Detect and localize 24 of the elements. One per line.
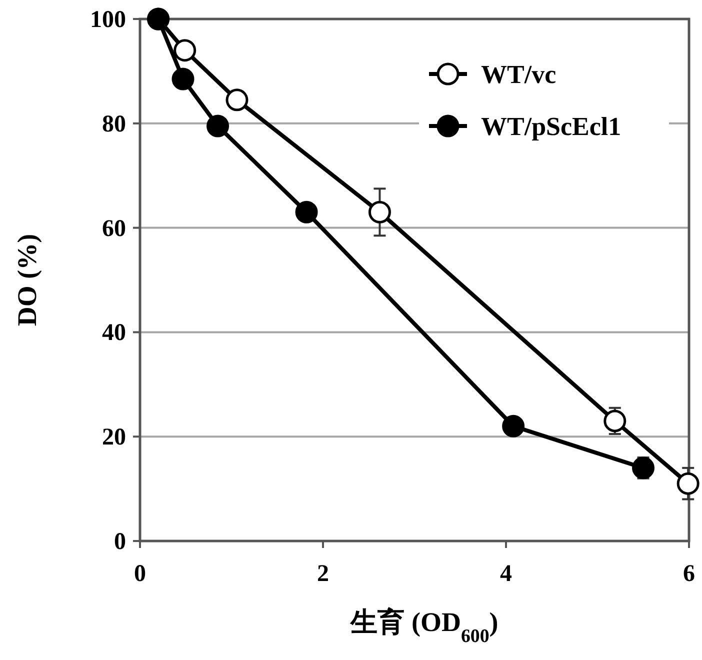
- point: [226, 88, 248, 112]
- y-tick-label: 80: [102, 111, 126, 138]
- legend-label: WT/pScEcl1: [481, 112, 622, 141]
- x-tick-label: 4: [500, 561, 512, 587]
- point: [174, 39, 196, 62]
- point: [604, 410, 626, 432]
- point: [502, 414, 525, 438]
- y-tick-label: 100: [90, 7, 126, 33]
- x-axis-title: 生育 (OD$_{600}$): [350, 607, 498, 646]
- x-tick-label: 0: [134, 561, 146, 587]
- point: [632, 456, 654, 480]
- point: [676, 472, 700, 495]
- y-axis-title: DO (%): [12, 234, 42, 326]
- x-tick-label: 6: [683, 561, 695, 587]
- x-tick-label: 2: [317, 561, 329, 587]
- y-tick-label: 40: [102, 320, 126, 346]
- point: [172, 68, 194, 90]
- legend-label: WT/vc: [481, 60, 556, 89]
- point: [295, 200, 318, 224]
- point: [206, 114, 230, 138]
- y-tick-label: 20: [102, 424, 126, 451]
- y-tick-label: 60: [102, 216, 126, 242]
- y-tick-label: 0: [114, 529, 126, 555]
- point: [368, 200, 391, 224]
